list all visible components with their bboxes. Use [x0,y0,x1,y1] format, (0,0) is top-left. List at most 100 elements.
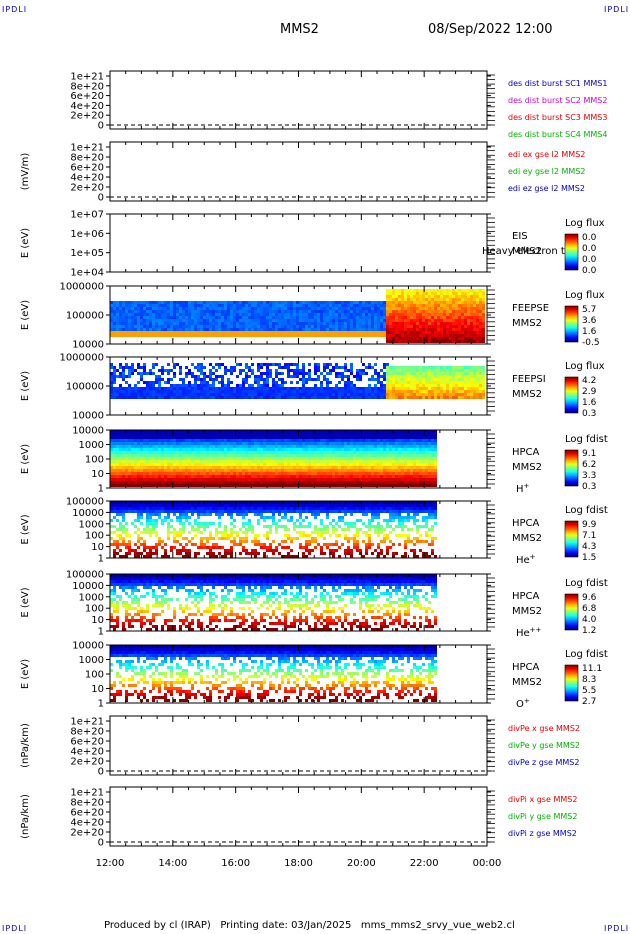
spectrogram-cell [281,387,284,390]
spectrogram-cell [278,472,281,475]
spectrogram-cell [386,298,389,301]
spectrogram-cell [128,322,131,325]
spectrogram-cell [155,454,158,457]
spectrogram-cell [149,472,152,475]
spectrogram-cell [344,445,347,448]
spectrogram-cell [134,396,137,399]
spectrogram-cell [386,372,389,375]
spectrogram-cell [155,390,158,393]
spectrogram-cell [464,304,467,307]
spectrogram-cell [278,393,281,396]
y-tick-label: 4e+20 [70,173,104,184]
spectrogram-cell [374,372,377,375]
spectrogram-cell [434,319,437,322]
spectrogram-cell [137,469,140,472]
spectrogram-cell [389,313,392,316]
spectrogram-cell [356,469,359,472]
spectrogram-cell [110,366,113,369]
spectrogram-cell [179,390,182,393]
spectrogram-cell [221,384,224,387]
spectrogram-cell [374,387,377,390]
spectrogram-cell [185,325,188,328]
spectrogram-cell [350,454,353,457]
spectrogram-cell [290,451,293,454]
spectrogram-cell [269,334,272,337]
spectrogram-cell [401,307,404,310]
spectrogram-cell [143,310,146,313]
spectrogram-cell [323,322,326,325]
spectrogram-cell [119,375,122,378]
spectrogram-cell [413,313,416,316]
spectrogram-cell [305,307,308,310]
spectrogram-cell [407,369,410,372]
spectrogram-cell [140,319,143,322]
spectrogram-cell [176,484,179,487]
spectrogram-cell [386,381,389,384]
spectrogram-cell [146,469,149,472]
spectrogram-cell [482,298,485,301]
spectrogram-cell [332,307,335,310]
spectrogram-cell [176,481,179,484]
spectrogram-cell [443,387,446,390]
spectrogram-cell [209,372,212,375]
spectrogram-cell [173,430,176,433]
spectrogram-cell [257,322,260,325]
spectrogram-cell [251,442,254,445]
spectrogram-cell [287,396,290,399]
spectrogram-cell [206,433,209,436]
spectrogram-cell [374,396,377,399]
spectrogram-cell [332,451,335,454]
spectrogram-cell [125,472,128,475]
spectrogram-cell [197,334,200,337]
spectrogram-cell [323,469,326,472]
spectrogram-cell [464,390,467,393]
spectrogram-cell [431,372,434,375]
spectrogram-cell [257,381,260,384]
spectrogram-cell [116,430,119,433]
spectrogram-cell [314,454,317,457]
spectrogram-cell [350,387,353,390]
spectrogram-cell [287,448,290,451]
spectrogram-cell [377,457,380,460]
spectrogram-cell [266,369,269,372]
spectrogram-cell [260,390,263,393]
spectrogram-cell [308,445,311,448]
spectrogram-cell [152,436,155,439]
spectrogram-cell [347,445,350,448]
spectrogram-cell [383,430,386,433]
spectrogram-cell [176,384,179,387]
spectrogram-cell [326,396,329,399]
spectrogram-cell [329,451,332,454]
spectrogram-cell [344,384,347,387]
spectrogram-cell [242,445,245,448]
spectrogram-cell [161,313,164,316]
spectrogram-cell [203,328,206,331]
spectrogram-cell [431,396,434,399]
spectrogram-cell [347,460,350,463]
spectrogram-cell [362,307,365,310]
spectrogram-cell [320,448,323,451]
spectrogram-cell [113,451,116,454]
spectrogram-cell [128,439,131,442]
spectrogram-cell [338,439,341,442]
spectrogram-cell [473,313,476,316]
spectrogram-cell [176,463,179,466]
spectrogram-cell [314,301,317,304]
spectrogram-cell [329,460,332,463]
spectrogram-cell [371,387,374,390]
spectrogram-cell [290,369,293,372]
spectrogram-cell [230,319,233,322]
spectrogram-cell [212,328,215,331]
spectrogram-cell [233,387,236,390]
spectrogram-cell [371,331,374,334]
spectrogram-cell [383,393,386,396]
spectrogram-cell [119,460,122,463]
spectrogram-cell [425,381,428,384]
spectrogram-cell [170,451,173,454]
spectrogram-cell [119,451,122,454]
spectrogram-cell [368,436,371,439]
spectrogram-cell [269,442,272,445]
spectrogram-cell [410,328,413,331]
spectrogram-cell [413,387,416,390]
spectrogram-cell [386,313,389,316]
